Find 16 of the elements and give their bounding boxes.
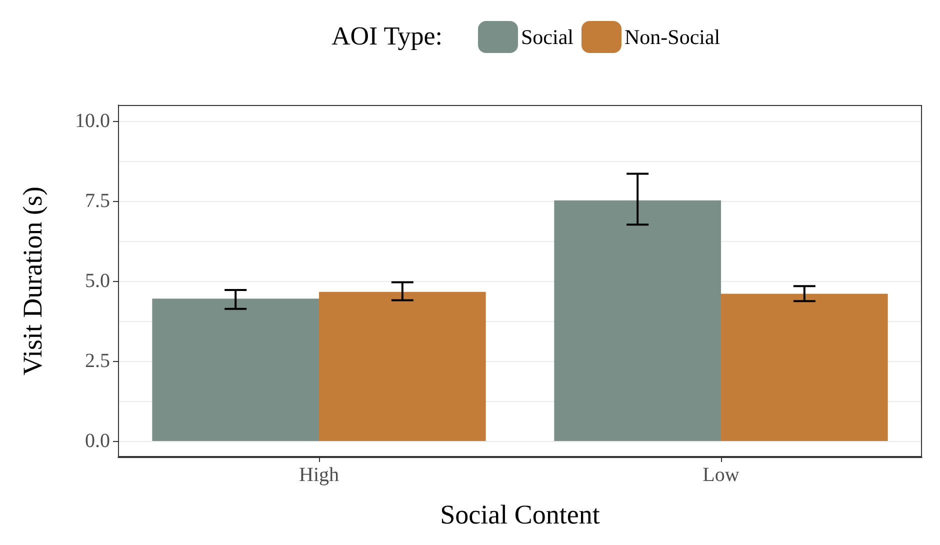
y-tick-label: 0.0 <box>85 430 110 452</box>
bar <box>319 292 486 441</box>
legend-label: Non-Social <box>624 25 720 49</box>
y-tick-label: 10.0 <box>75 110 110 132</box>
y-tick-label: 5.0 <box>85 270 110 292</box>
bar <box>554 200 721 441</box>
x-tick-label: Low <box>702 464 740 486</box>
x-tick-label: High <box>299 464 339 486</box>
y-tick-label: 2.5 <box>85 350 110 372</box>
legend-title: AOI Type: <box>331 22 443 50</box>
x-axis-title: Social Content <box>440 500 600 530</box>
y-tick-label: 7.5 <box>85 190 110 212</box>
bar <box>152 298 319 441</box>
y-axis-title: Visit Duration (s) <box>18 186 48 376</box>
bar <box>721 294 888 441</box>
legend-label: Social <box>521 25 574 49</box>
